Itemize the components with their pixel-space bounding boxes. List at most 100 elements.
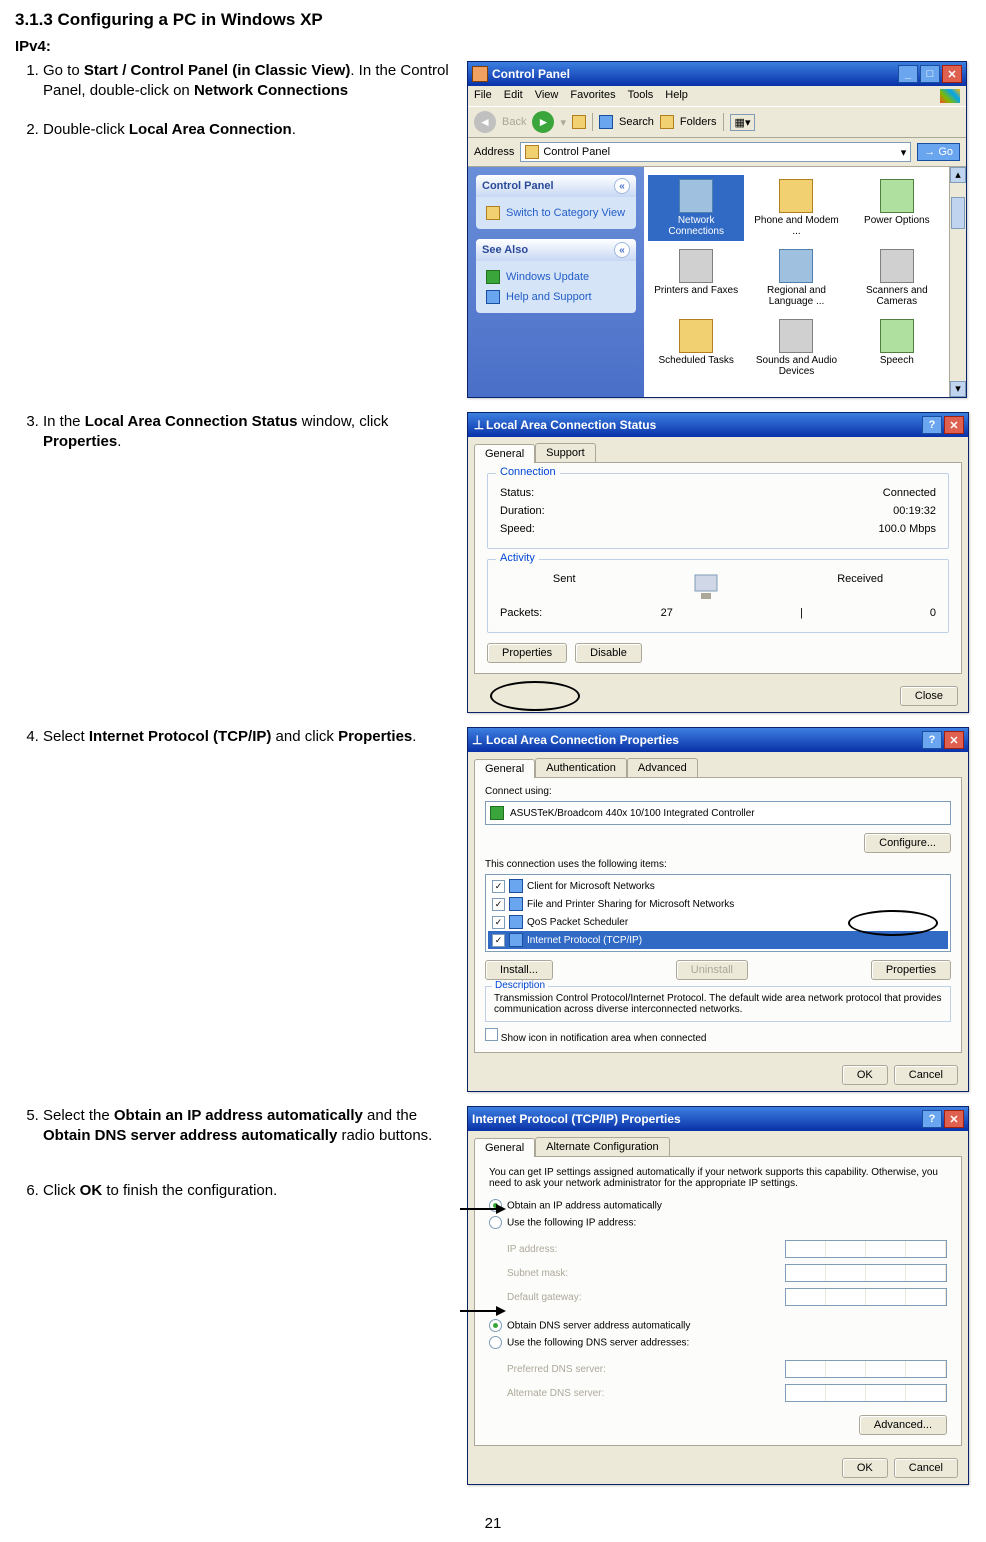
advanced-button[interactable]: Advanced... <box>859 1415 947 1435</box>
step-2: Double-click Local Area Connection. <box>43 120 455 140</box>
minimize-button[interactable]: _ <box>898 65 918 83</box>
see-also-header: See Also <box>482 244 528 256</box>
install-button[interactable]: Install... <box>485 960 553 980</box>
menu-view[interactable]: View <box>535 89 559 103</box>
forward-button[interactable]: ► <box>532 111 554 133</box>
folders-button[interactable]: Folders <box>680 116 717 128</box>
activity-icon <box>681 573 731 601</box>
phone-modem-item[interactable]: Phone and Modem ... <box>748 175 844 241</box>
properties-button[interactable]: Properties <box>487 643 567 663</box>
help-button[interactable]: ? <box>922 1110 942 1128</box>
help-button[interactable]: ? <box>922 416 942 434</box>
tab-general[interactable]: General <box>474 1138 535 1157</box>
menu-edit[interactable]: Edit <box>504 89 523 103</box>
nic-icon <box>490 806 504 820</box>
status-value: Connected <box>883 487 936 499</box>
annotation-arrow <box>460 1301 510 1321</box>
ok-button[interactable]: OK <box>842 1065 888 1085</box>
folders-icon <box>660 115 674 129</box>
maximize-button[interactable]: □ <box>920 65 940 83</box>
client-icon <box>509 879 523 893</box>
ok-button[interactable]: OK <box>842 1458 888 1478</box>
close-button[interactable]: ✕ <box>944 1110 964 1128</box>
regional-item[interactable]: Regional and Language ... <box>748 245 844 311</box>
collapse-icon[interactable]: « <box>614 242 630 258</box>
show-icon-checkbox[interactable] <box>485 1028 498 1041</box>
menu-tools[interactable]: Tools <box>628 89 654 103</box>
ip-address-input <box>785 1240 947 1258</box>
speech-item[interactable]: Speech <box>849 315 945 381</box>
address-input[interactable]: Control Panel ▾ <box>520 142 911 162</box>
network-connections-item[interactable]: Network Connections <box>648 175 744 241</box>
tab-general[interactable]: General <box>474 444 535 463</box>
ipv4-heading: IPv4: <box>15 38 971 55</box>
help-support-link[interactable]: Help and Support <box>484 287 628 307</box>
cancel-button[interactable]: Cancel <box>894 1458 958 1478</box>
scanners-item[interactable]: Scanners and Cameras <box>849 245 945 311</box>
control-panel-window: Control Panel _ □ ✕ File Edit View Favor… <box>467 61 967 398</box>
scheduled-tasks-item[interactable]: Scheduled Tasks <box>648 315 744 381</box>
network-icon <box>679 179 713 213</box>
packets-received: 0 <box>930 607 936 619</box>
scrollbar[interactable]: ▴ ▾ <box>949 167 966 397</box>
tab-advanced[interactable]: Advanced <box>627 758 698 777</box>
windows-update-link[interactable]: Windows Update <box>484 267 628 287</box>
close-button[interactable]: ✕ <box>942 65 962 83</box>
sound-icon <box>779 319 813 353</box>
lac-status-window: ⊥ Local Area Connection Status ? ✕ Gener… <box>467 412 969 713</box>
disable-button[interactable]: Disable <box>575 643 642 663</box>
tab-auth[interactable]: Authentication <box>535 758 627 777</box>
section-heading: 3.1.3 Configuring a PC in Windows XP <box>15 10 971 30</box>
power-options-item[interactable]: Power Options <box>849 175 945 241</box>
collapse-icon[interactable]: « <box>614 178 630 194</box>
address-label: Address <box>474 146 514 158</box>
tab-general[interactable]: General <box>474 759 535 778</box>
window-title: Local Area Connection Properties <box>486 733 679 747</box>
window-title: Local Area Connection Status <box>486 418 656 432</box>
views-button[interactable]: ▦▾ <box>730 114 756 131</box>
configure-button[interactable]: Configure... <box>864 833 951 853</box>
connect-using-label: Connect using: <box>485 786 951 797</box>
back-button[interactable]: ◄ <box>474 111 496 133</box>
window-icon: ⊥ <box>472 733 486 747</box>
speed-value: 100.0 Mbps <box>879 523 936 535</box>
window-icon <box>472 66 488 82</box>
page-number: 21 <box>15 1515 971 1532</box>
close-button[interactable]: ✕ <box>944 731 964 749</box>
go-button[interactable]: → Go <box>917 143 960 161</box>
switch-icon <box>486 206 500 220</box>
tcpip-properties-window: Internet Protocol (TCP/IP) Properties ? … <box>467 1106 969 1485</box>
tasks-icon <box>679 319 713 353</box>
packets-sent: 27 <box>661 607 673 619</box>
windows-logo-icon <box>940 89 960 103</box>
sounds-item[interactable]: Sounds and Audio Devices <box>748 315 844 381</box>
use-dns-radio[interactable] <box>489 1336 502 1349</box>
panel-header: Control Panel <box>482 180 554 192</box>
menu-file[interactable]: File <box>474 89 492 103</box>
uninstall-button: Uninstall <box>676 960 748 980</box>
connection-group: Connection <box>496 466 560 478</box>
window-title: Control Panel <box>492 67 570 81</box>
window-title: Internet Protocol (TCP/IP) Properties <box>472 1112 681 1126</box>
properties-button[interactable]: Properties <box>871 960 951 980</box>
search-button[interactable]: Search <box>619 116 654 128</box>
menu-favorites[interactable]: Favorites <box>570 89 615 103</box>
window-icon: ⊥ <box>472 418 486 432</box>
items-listbox[interactable]: ✓Client for Microsoft Networks ✓File and… <box>485 874 951 952</box>
update-icon <box>486 270 500 284</box>
cancel-button[interactable]: Cancel <box>894 1065 958 1085</box>
printers-item[interactable]: Printers and Faxes <box>648 245 744 311</box>
step-3: In the Local Area Connection Status wind… <box>43 412 455 453</box>
subnet-input <box>785 1264 947 1282</box>
close-button-bottom[interactable]: Close <box>900 686 958 706</box>
switch-view-link[interactable]: Switch to Category View <box>484 203 628 223</box>
step-1: Go to Start / Control Panel (in Classic … <box>43 61 455 102</box>
close-button[interactable]: ✕ <box>944 416 964 434</box>
up-icon[interactable] <box>572 115 586 129</box>
help-button[interactable]: ? <box>922 731 942 749</box>
menu-help[interactable]: Help <box>665 89 688 103</box>
items-label: This connection uses the following items… <box>485 859 951 870</box>
power-icon <box>880 179 914 213</box>
tab-support[interactable]: Support <box>535 443 596 462</box>
tab-altconfig[interactable]: Alternate Configuration <box>535 1137 670 1156</box>
